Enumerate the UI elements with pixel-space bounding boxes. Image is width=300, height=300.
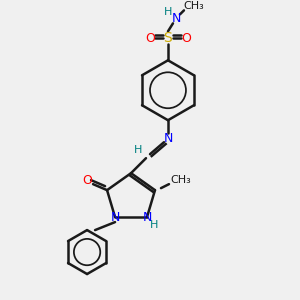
Text: H: H — [134, 145, 142, 155]
Text: O: O — [145, 32, 155, 45]
Text: S: S — [164, 31, 172, 45]
Text: N: N — [110, 211, 120, 224]
Text: O: O — [181, 32, 191, 45]
Text: O: O — [82, 174, 92, 187]
Text: H: H — [164, 8, 172, 17]
Text: H: H — [150, 220, 158, 230]
Text: CH₃: CH₃ — [184, 2, 204, 11]
Text: N: N — [163, 132, 173, 145]
Text: N: N — [142, 211, 152, 224]
Text: CH₃: CH₃ — [171, 175, 191, 185]
Text: N: N — [171, 12, 181, 25]
